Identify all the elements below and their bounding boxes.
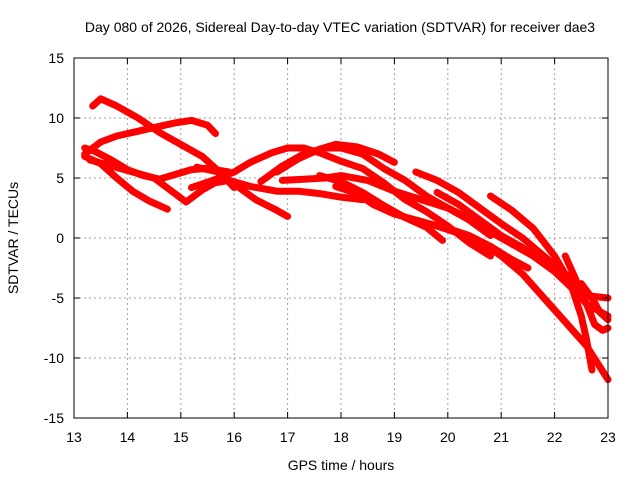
x-tick-label: 18 [333,429,349,445]
x-tick-label: 16 [226,429,242,445]
series-line-track-6 [193,163,292,220]
x-axis-label: GPS time / hours [288,457,395,473]
x-tick-label: 19 [387,429,403,445]
series-line-track-10 [273,140,398,176]
axis-ticks: 13 14 15 16 17 18 19 20 21 22 23 -15 -10 -5 0 5 10 15 [44,50,616,445]
x-tick-label: 15 [173,429,189,445]
series-line-track-7 [204,176,366,204]
x-tick-label: 23 [600,429,616,445]
y-tick-label: 10 [48,110,64,126]
series-line-track-19 [577,280,612,324]
series-line-track-18 [561,252,612,334]
chart-title: Day 080 of 2026, Sidereal Day-to-day VTE… [85,19,595,35]
y-tick-label: -15 [44,410,64,426]
series-line-track-16 [444,224,532,272]
y-tick-label: 0 [56,230,64,246]
y-tick-label: -5 [52,290,65,306]
y-tick-label: -10 [44,350,64,366]
series-line-track-17 [487,192,596,374]
x-tick-label: 22 [547,429,563,445]
series-group [81,95,612,384]
x-tick-label: 20 [440,429,456,445]
y-axis-label: SDTVAR / TECUs [5,182,21,294]
series-line-track-5 [86,156,227,206]
y-tick-label: 15 [48,50,64,66]
y-tick-label: 5 [56,170,64,186]
series-line-track-2 [81,116,219,158]
x-tick-label: 21 [493,429,509,445]
x-tick-label: 13 [66,429,82,445]
series-line-track-8 [188,144,494,260]
x-tick-label: 17 [280,429,296,445]
x-tick-label: 14 [120,429,136,445]
